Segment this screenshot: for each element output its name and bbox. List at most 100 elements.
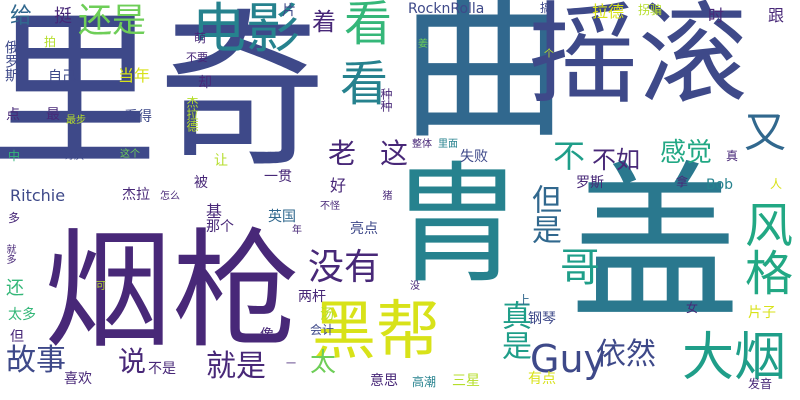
word-taiduo: 太多: [8, 307, 36, 323]
word-liqi: 里奇: [0, 0, 326, 190]
word-lade: 拉德: [592, 2, 625, 21]
word-duo: 多: [8, 211, 21, 225]
word-gai: 盖: [570, 146, 741, 344]
word-pianzi: 片子: [748, 305, 776, 321]
word-yaogun: 摇滚: [528, 0, 748, 119]
word-heibang: 黑帮: [312, 295, 440, 369]
word-nian: 年: [292, 225, 302, 236]
word-danshi: 但是: [526, 184, 561, 244]
word-tai: 太: [310, 348, 337, 378]
word-gangqin: 钢琴: [528, 311, 556, 327]
word-zhe: 这: [380, 137, 409, 170]
word-qu: 曲: [400, 0, 568, 162]
word-buguai: 不怪: [320, 201, 340, 212]
word-ji: 基: [206, 202, 223, 221]
word-zhong: 中: [8, 149, 21, 163]
word-gao: 搞: [540, 1, 553, 15]
word-zhen: 真: [726, 149, 739, 163]
word-rocknrolla: RocknRolla: [408, 1, 485, 17]
word-yiguan: 一贯: [264, 169, 292, 185]
word-xiang: 像: [260, 327, 274, 343]
word-jiuduo: 就多: [4, 244, 15, 264]
word-meiyou: 没有: [308, 247, 381, 288]
word-que: 却: [198, 75, 212, 91]
word-zijin: 自己: [48, 69, 76, 85]
word-dangnian: 当年: [118, 66, 151, 85]
word-ke: 可: [96, 281, 106, 292]
word-ge2: 个: [544, 49, 554, 60]
word-yingguo: 英国: [268, 209, 296, 225]
word-zhongzhong: 种种: [379, 88, 393, 112]
word-liangqian: 两杆: [298, 289, 326, 305]
word-buyao: 不要: [186, 51, 208, 64]
word-zhege: 这个: [120, 149, 140, 160]
word-ren: 人: [770, 177, 783, 191]
word-jielade: 杰拉德: [185, 96, 199, 132]
word-taoyan: 讨厌: [64, 151, 84, 162]
word-huan: 还: [6, 278, 24, 299]
word-haishi: 还是: [78, 1, 146, 41]
word-ge: 哥: [560, 245, 600, 291]
word-fengge: 风格: [736, 200, 792, 296]
word-kan-1: 看: [344, 0, 393, 52]
word-dayan: 大烟: [682, 328, 787, 388]
word-zenmele: 怎么: [160, 191, 180, 202]
word-kan-2: 看: [340, 56, 389, 112]
word-limian: 里面: [438, 139, 458, 150]
word-sanxing: 三星: [452, 373, 480, 389]
word-you: 又: [744, 108, 787, 157]
word-yi: 一: [286, 359, 296, 370]
word-nage: 那个: [206, 219, 234, 235]
word-buru: 不如: [592, 146, 640, 174]
word-gaochao: 高潮: [412, 375, 437, 389]
word-guy: Guy: [530, 337, 607, 381]
word-ritchie: Ritchie: [10, 186, 66, 205]
word-ganjue: 感觉: [660, 138, 713, 168]
word-hao: 好: [330, 176, 347, 195]
word-shi: 时: [708, 6, 725, 25]
word-jiushi: 就是: [206, 349, 266, 384]
word-liangdian: 亮点: [350, 221, 378, 237]
word-gen: 跟: [768, 6, 785, 25]
word-jiangsu: 姜: [418, 39, 428, 50]
word-zhenshi: 真是: [496, 300, 531, 360]
word-nv: 女: [686, 301, 699, 315]
word-bei: 被: [194, 175, 208, 191]
word-na: 拿: [676, 175, 689, 189]
word-pian: 片: [282, 3, 296, 19]
word-mei: 没: [410, 281, 420, 292]
word-bushi: 不是: [148, 361, 176, 377]
word-luosi: 罗斯: [576, 175, 604, 191]
word-yisi: 意思: [370, 373, 398, 389]
word-zuibu: 最步: [66, 115, 86, 126]
word-dian: 点: [6, 107, 20, 123]
word-dianying: 电影: [192, 0, 300, 60]
word-bob: Bob: [706, 177, 734, 193]
word-kuaiji: 会计: [310, 323, 335, 337]
word-yiran: 依然: [596, 337, 656, 372]
word-meng: 萌: [194, 31, 207, 45]
word-pai: 拍: [44, 35, 57, 49]
word-yanqiang: 烟枪: [44, 217, 301, 366]
word-zhengti: 整体: [412, 139, 432, 150]
word-fayin: 发音: [748, 377, 773, 391]
word-gushi: 故事: [6, 343, 66, 378]
word-rang: 让: [214, 153, 228, 169]
word-zhu: 猪: [380, 190, 391, 200]
word-zhuo: 着: [312, 8, 336, 36]
word-dan: 但: [10, 329, 24, 345]
word-bu: 不: [553, 137, 586, 175]
word-youdian: 有点: [528, 371, 556, 387]
word-zui: 最: [46, 107, 60, 123]
word-lao: 老: [328, 137, 357, 170]
word-jiela: 杰拉: [122, 187, 150, 203]
word-eluosi: 俄罗斯: [3, 40, 19, 82]
word-tang: 汤: [320, 307, 334, 323]
word-gei: 给: [10, 4, 33, 29]
word-guaipian: 拐骗: [638, 3, 663, 17]
word-ting: 挺: [54, 6, 72, 27]
word-zhou: 胄: [392, 149, 523, 301]
word-xihuan: 喜欢: [64, 371, 92, 387]
word-shibai: 失败: [460, 149, 488, 165]
